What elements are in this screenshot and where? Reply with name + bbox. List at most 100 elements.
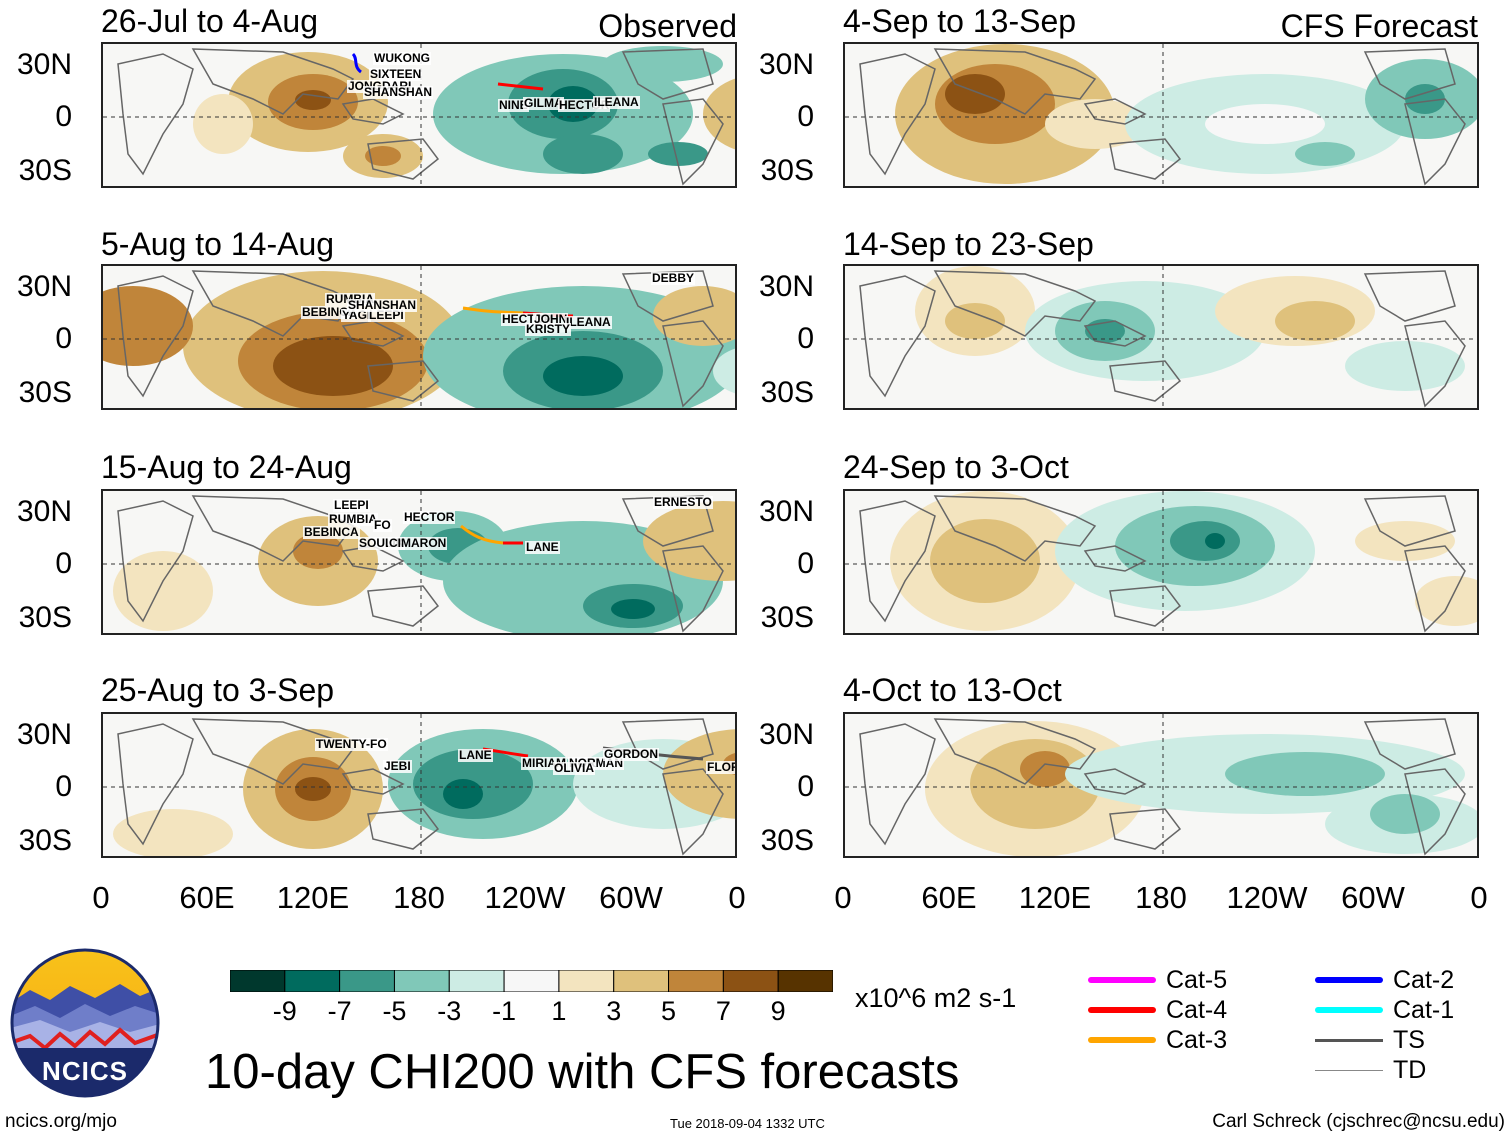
x-tick-label: 60W: [1341, 880, 1405, 915]
y-tick-label: 30S: [18, 376, 72, 409]
legend-label: TS: [1393, 1026, 1425, 1054]
observed-map-panel: DEBBYRUMBIABEBINCAYAGILEEPISHANSHANHECTO…: [101, 264, 737, 410]
colorbar-tick-label: 3: [606, 996, 622, 1026]
coastline: [933, 270, 1097, 337]
y-tick-label: 0: [55, 100, 72, 133]
storm-label: SHANSHAN: [347, 298, 418, 312]
x-tick-label: 120W: [484, 880, 566, 915]
coastline: [367, 138, 440, 180]
storm-label: GORDON: [603, 747, 659, 761]
y-tick-label: 30S: [760, 601, 814, 634]
colorbar-swatch: [722, 969, 779, 993]
x-tick-label: 120E: [1018, 880, 1092, 915]
chi200-map: [103, 266, 735, 408]
y-tick-label: 30N: [758, 270, 814, 303]
x-tick-label: 60E: [921, 880, 977, 915]
storm-label: SIXTEEN: [369, 67, 423, 81]
x-tick-label: 0: [92, 880, 110, 915]
coastline: [933, 718, 1097, 785]
coastline: [191, 718, 355, 785]
storm-label: LEEPI: [333, 498, 370, 512]
colorbar-swatch: [339, 969, 395, 993]
storm-track: [351, 52, 363, 74]
cfs-forecast-label: CFS Forecast: [1280, 8, 1478, 44]
anomaly-contour: [703, 78, 735, 150]
coastline: [1363, 270, 1456, 322]
anomaly-contour: [611, 599, 655, 619]
y-tick-label: 30N: [758, 495, 814, 528]
colorbar-swatch: [503, 969, 560, 993]
chi200-map: [845, 44, 1477, 186]
y-tick-label: 30N: [16, 718, 72, 751]
legend-line: [1088, 1037, 1156, 1043]
anomaly-contour: [113, 551, 213, 631]
colorbar-swatch: [284, 969, 341, 993]
storm-label: TWENTY-FO: [315, 737, 388, 751]
colorbar-tick-label: 7: [715, 996, 731, 1026]
chi200-map: [103, 714, 735, 856]
forecast-map-panel: [843, 264, 1479, 410]
anomaly-contour: [1205, 533, 1225, 549]
colorbar-tick-label: 9: [770, 996, 786, 1026]
storm-label: SHANSHAN: [363, 85, 434, 99]
colorbar-swatch: [448, 969, 505, 993]
coastline: [662, 545, 724, 633]
anomaly-contour: [1225, 752, 1385, 796]
colorbar-swatch: [558, 969, 615, 993]
coastline: [1109, 360, 1182, 402]
storm-label: ERNESTO: [653, 495, 713, 509]
colorbar-tick-label: -3: [437, 996, 462, 1026]
storm-label: ILEANA: [565, 315, 612, 329]
storm-label: ILEANA: [593, 95, 640, 109]
anomaly-contour: [648, 142, 708, 166]
coastline: [1404, 545, 1466, 633]
storm-label: JEBI: [383, 759, 412, 773]
y-tick-label: 0: [797, 547, 814, 580]
anomaly-contour: [113, 809, 233, 856]
chi200-map: [103, 44, 735, 186]
anomaly-contour: [653, 286, 735, 346]
anomaly-contour: [295, 90, 331, 110]
coastline: [859, 500, 936, 623]
anomaly-contour: [193, 94, 253, 154]
y-tick-label: 0: [797, 100, 814, 133]
forecast-map-panel: [843, 712, 1479, 858]
footer-url[interactable]: ncics.org/mjo: [5, 1111, 117, 1132]
observed-panel-title: 15-Aug to 24-Aug: [101, 449, 352, 485]
coastline: [191, 495, 355, 562]
y-tick-label: 0: [55, 547, 72, 580]
colorbar-tick-label: 5: [661, 996, 677, 1026]
coastline: [367, 360, 440, 402]
observed-map-panel: WUKONGSIXTEENJONGDARISHANSHANNINEGILMAHE…: [101, 42, 737, 188]
coastline: [859, 723, 936, 846]
y-tick-label: 30N: [16, 495, 72, 528]
colorbar-tick-label: -1: [492, 996, 517, 1026]
colorbar-swatches: [229, 969, 834, 993]
anomaly-contour: [1295, 142, 1355, 166]
anomaly-contour: [295, 777, 331, 801]
coastline: [117, 723, 194, 846]
coastline: [1109, 585, 1182, 627]
coastline: [662, 768, 724, 856]
y-tick-label: 30S: [760, 154, 814, 187]
storm-track: [462, 306, 524, 315]
y-tick-label: 0: [797, 770, 814, 803]
coastline: [1404, 320, 1466, 408]
y-tick-label: 30S: [760, 376, 814, 409]
storm-label: KRISTY: [525, 322, 572, 336]
anomaly-contour: [1045, 99, 1145, 149]
legend-line: [1315, 977, 1383, 983]
storm-label: JOHN: [533, 312, 569, 326]
anomaly-contour: [1345, 341, 1465, 391]
x-tick-label: 120W: [1226, 880, 1308, 915]
legend-line: [1088, 1007, 1156, 1013]
anomaly-contour: [1205, 104, 1325, 144]
anomaly-contour: [443, 779, 483, 809]
coastline: [1363, 495, 1456, 547]
colorbar-swatch: [229, 969, 286, 993]
colorbar-tick-label: 1: [551, 996, 567, 1026]
observed-map-panel: TWENTY-FO JEBI LANE NORMAN MIRIAM OLIVIA GORDO…: [101, 712, 737, 858]
anomaly-contour: [663, 729, 735, 819]
anomaly-contour: [543, 134, 623, 174]
storm-label: RUMBIA: [328, 512, 378, 526]
